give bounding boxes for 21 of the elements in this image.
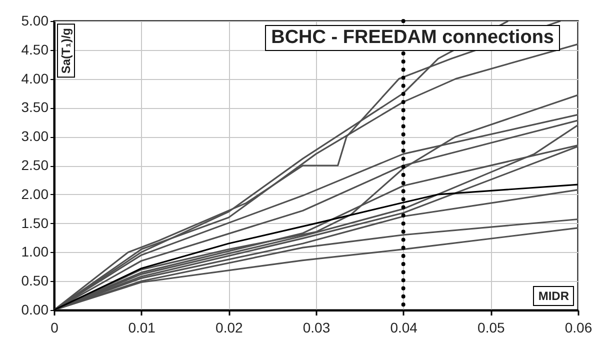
y-tick-label: 0.00 <box>21 302 49 318</box>
x-axis-title: MIDR <box>533 286 574 306</box>
y-tick-label: 3.00 <box>21 128 49 144</box>
x-tick-label: 0.05 <box>478 320 506 336</box>
y-tick-label: 1.50 <box>21 214 49 231</box>
y-tick-label: 4.50 <box>21 41 49 58</box>
y-tick-label: 4.00 <box>21 70 49 86</box>
y-tick-label: 3.50 <box>21 99 49 116</box>
x-tick-label: 0.01 <box>128 320 156 336</box>
x-tick-label: 0.04 <box>390 320 418 336</box>
y-tick-label: 0.50 <box>21 272 49 289</box>
chart-title: BCHC - FREEDAM connections <box>265 25 560 51</box>
x-tick-label: 0.02 <box>216 320 244 336</box>
y-tick-label: 2.00 <box>21 186 49 202</box>
x-tick-label: 0 <box>50 320 59 336</box>
y-axis-title: Sa(T₁)/g <box>57 24 75 78</box>
y-tick-label: 2.50 <box>21 157 49 173</box>
y-tick-label: 5.00 <box>21 12 49 28</box>
x-tick-label: 0.06 <box>564 320 592 336</box>
x-tick-label: 0.03 <box>302 320 330 336</box>
y-tick-label: 1.00 <box>21 244 49 260</box>
